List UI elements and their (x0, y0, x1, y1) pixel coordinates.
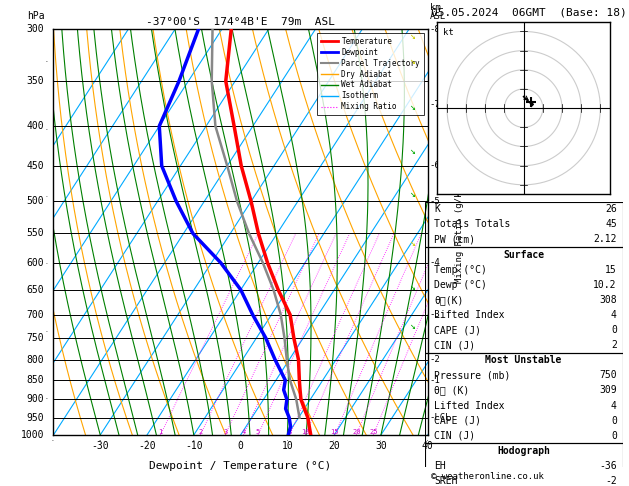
Text: Surface: Surface (503, 249, 544, 260)
Text: hPa: hPa (27, 11, 45, 21)
Text: ↘: ↘ (409, 56, 415, 66)
Text: -8: -8 (430, 25, 440, 34)
Bar (425, 443, 623, 486)
Text: 25: 25 (369, 429, 377, 435)
Text: SREH: SREH (435, 476, 458, 486)
Text: Lifted Index: Lifted Index (435, 400, 505, 411)
Text: 0: 0 (611, 325, 617, 335)
Text: -3: -3 (430, 310, 440, 319)
Text: Lifted Index: Lifted Index (435, 310, 505, 320)
Text: kt: kt (443, 28, 454, 37)
Title: -37°00'S  174°4B'E  79m  ASL: -37°00'S 174°4B'E 79m ASL (146, 17, 335, 27)
Text: 2: 2 (611, 340, 617, 350)
Text: 309: 309 (599, 385, 617, 396)
Text: ↘: ↘ (409, 190, 415, 199)
Text: 10: 10 (282, 441, 293, 451)
Text: CIN (J): CIN (J) (435, 431, 476, 441)
Text: CAPE (J): CAPE (J) (435, 416, 481, 426)
Text: -30: -30 (91, 441, 109, 451)
Text: 900: 900 (26, 395, 44, 404)
Text: 300: 300 (26, 24, 44, 34)
Text: 308: 308 (599, 295, 617, 305)
Text: km
ASL: km ASL (430, 3, 446, 21)
Legend: Temperature, Dewpoint, Parcel Trajectory, Dry Adiabat, Wet Adiabat, Isotherm, Mi: Temperature, Dewpoint, Parcel Trajectory… (317, 33, 424, 115)
Text: 20: 20 (352, 429, 360, 435)
Text: CAPE (J): CAPE (J) (435, 325, 481, 335)
Text: 950: 950 (26, 413, 44, 423)
Text: ↘: ↘ (409, 32, 415, 41)
Text: 26: 26 (605, 204, 617, 214)
Text: 8: 8 (287, 429, 292, 435)
Text: 4: 4 (611, 310, 617, 320)
Text: 05.05.2024  06GMT  (Base: 18): 05.05.2024 06GMT (Base: 18) (431, 7, 626, 17)
Text: ↘: ↘ (409, 282, 415, 292)
Text: 650: 650 (26, 285, 44, 295)
Bar (425, 247, 623, 353)
Text: 3: 3 (223, 429, 227, 435)
Text: 550: 550 (26, 228, 44, 239)
Text: 20: 20 (328, 441, 340, 451)
Text: CIN (J): CIN (J) (435, 340, 476, 350)
Text: -4: -4 (430, 258, 440, 267)
Text: -6: -6 (430, 161, 440, 170)
Text: 600: 600 (26, 258, 44, 268)
Text: 350: 350 (26, 76, 44, 86)
Text: PW (cm): PW (cm) (435, 234, 476, 244)
Text: -36: -36 (599, 461, 617, 471)
Text: 2: 2 (198, 429, 203, 435)
Bar (425, 353, 623, 443)
Text: 10: 10 (301, 429, 309, 435)
Text: Totals Totals: Totals Totals (435, 219, 511, 229)
Text: Hodograph: Hodograph (497, 446, 550, 456)
Text: -7: -7 (430, 100, 440, 109)
Text: 700: 700 (26, 310, 44, 320)
Bar (425, 202, 623, 247)
Text: 850: 850 (26, 375, 44, 385)
Text: 1: 1 (159, 429, 162, 435)
Text: θᴄ (K): θᴄ (K) (435, 385, 470, 396)
Text: -1: -1 (430, 376, 440, 385)
Text: ↘: ↘ (409, 238, 415, 248)
Text: 750: 750 (26, 333, 44, 343)
Text: θᴄ(K): θᴄ(K) (435, 295, 464, 305)
Text: K: K (435, 204, 440, 214)
Text: 4: 4 (242, 429, 245, 435)
Text: Pressure (mb): Pressure (mb) (435, 370, 511, 381)
Text: -20: -20 (138, 441, 156, 451)
Text: 10.2: 10.2 (593, 280, 617, 290)
Text: 45: 45 (605, 219, 617, 229)
Text: © weatheronline.co.uk: © weatheronline.co.uk (431, 472, 543, 481)
Text: -LCL: -LCL (430, 413, 451, 422)
Text: 0: 0 (611, 416, 617, 426)
Text: EH: EH (435, 461, 446, 471)
Text: 5: 5 (256, 429, 260, 435)
Text: Temp (°C): Temp (°C) (435, 265, 487, 275)
Text: 400: 400 (26, 121, 44, 131)
Text: -2: -2 (430, 355, 440, 364)
Text: ↘: ↘ (409, 321, 415, 330)
Text: 2.12: 2.12 (593, 234, 617, 244)
Text: -5: -5 (430, 197, 440, 206)
Text: ↘: ↘ (409, 102, 415, 112)
Text: 1000: 1000 (21, 430, 44, 440)
Text: 15: 15 (330, 429, 339, 435)
Text: 750: 750 (599, 370, 617, 381)
Text: 30: 30 (375, 441, 387, 451)
Text: -2: -2 (605, 476, 617, 486)
Text: Dewp (°C): Dewp (°C) (435, 280, 487, 290)
Text: 15: 15 (605, 265, 617, 275)
Text: Most Unstable: Most Unstable (486, 355, 562, 365)
Text: ↘: ↘ (409, 146, 415, 156)
Text: 40: 40 (422, 441, 433, 451)
Text: Dewpoint / Temperature (°C): Dewpoint / Temperature (°C) (150, 461, 331, 471)
Text: 4: 4 (611, 400, 617, 411)
Text: 0: 0 (611, 431, 617, 441)
Text: 450: 450 (26, 161, 44, 171)
Text: 0: 0 (238, 441, 243, 451)
Text: 500: 500 (26, 196, 44, 207)
Text: 800: 800 (26, 355, 44, 365)
Text: -10: -10 (185, 441, 203, 451)
Text: Mixing Ratio (g/kg): Mixing Ratio (g/kg) (455, 181, 464, 283)
